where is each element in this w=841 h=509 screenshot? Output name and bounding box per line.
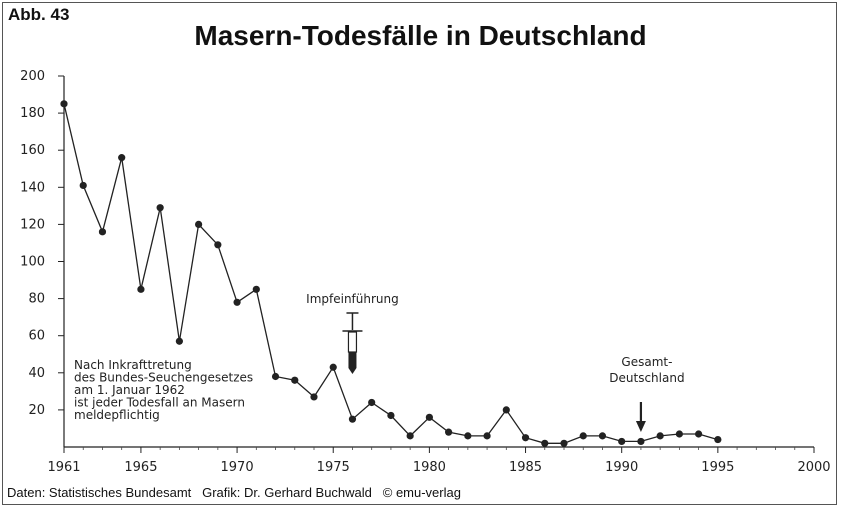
y-tick-label: 20 [28, 403, 45, 418]
data-point [521, 434, 530, 442]
annotation-reunification-line: Deutschland [609, 371, 684, 385]
x-tick-label: 1985 [509, 460, 542, 475]
data-point [252, 285, 260, 293]
data-point [502, 406, 510, 414]
syringe-tip [348, 368, 357, 374]
x-tick-label: 1970 [221, 460, 254, 475]
x-tick-label: 1995 [701, 460, 734, 475]
data-point [195, 220, 203, 228]
data-point [618, 437, 626, 446]
footer: Daten: Statistisches Bundesamt Grafik: D… [7, 485, 461, 500]
data-point [483, 432, 491, 440]
data-point [387, 411, 395, 420]
data-point [175, 337, 183, 345]
annotation-reunification-line: Gesamt- [621, 355, 672, 369]
data-point [714, 435, 722, 444]
data-point [60, 100, 68, 108]
y-tick-label: 200 [20, 69, 45, 84]
data-point [291, 376, 299, 384]
annotation-law-line: ist jeder Todesfall an Masern [74, 396, 245, 410]
reunification-arrow-head [635, 421, 646, 432]
chart-title: Masern-Todesfälle in Deutschland [194, 20, 647, 51]
y-tick-label: 140 [20, 180, 45, 195]
x-tick-label: 1990 [605, 460, 638, 475]
y-tick-label: 40 [28, 366, 45, 381]
x-tick-label: 1965 [124, 460, 157, 475]
data-point [656, 432, 664, 440]
annotation-law-line: meldepflichtig [74, 408, 160, 422]
syringe-barrel [347, 331, 358, 353]
data-point [541, 439, 549, 447]
data-point [271, 372, 280, 381]
y-tick-label: 60 [28, 329, 45, 344]
x-tick-label: 1975 [317, 460, 350, 475]
y-tick-label: 160 [20, 143, 45, 158]
y-tick-label: 80 [28, 292, 45, 307]
data-point [598, 432, 607, 440]
data-point [329, 363, 337, 371]
annotation-law-line: am 1. Januar 1962 [74, 383, 185, 397]
data-point [406, 432, 414, 440]
data-point [98, 228, 107, 236]
data-point [445, 428, 453, 436]
annotation-law-line: des Bundes-Seuchengesetzes [74, 371, 253, 385]
footer-graphic: Grafik: Dr. Gerhard Buchwald [202, 485, 372, 500]
y-tick-label: 180 [20, 106, 45, 121]
data-point [348, 415, 357, 423]
data-point [310, 393, 318, 401]
y-tick-label: 120 [20, 217, 45, 232]
data-point [368, 398, 376, 407]
data-point [464, 432, 472, 440]
annotation-law-line: Nach Inkrafttretung [74, 358, 192, 372]
data-point [79, 181, 87, 190]
data-point [118, 154, 126, 162]
x-tick-label: 1961 [47, 460, 80, 475]
data-point [637, 437, 645, 446]
footer-copyright: © emu-verlag [382, 485, 461, 500]
data-point [214, 241, 222, 249]
annotation-vaccine-label: Impfeinführung [306, 292, 399, 306]
data-point [156, 204, 164, 212]
data-point [233, 298, 241, 306]
data-point [137, 285, 145, 293]
data-point [425, 413, 433, 421]
x-tick-label: 2000 [797, 460, 830, 475]
y-tick-label: 100 [20, 255, 45, 270]
data-point [675, 430, 683, 438]
data-point [695, 430, 703, 438]
footer-source: Daten: Statistisches Bundesamt [7, 485, 192, 500]
figure-label: Abb. 43 [8, 5, 70, 24]
data-point [560, 439, 568, 447]
x-tick-label: 1980 [413, 460, 446, 475]
syringe-liquid [348, 352, 357, 368]
data-point [579, 432, 587, 440]
